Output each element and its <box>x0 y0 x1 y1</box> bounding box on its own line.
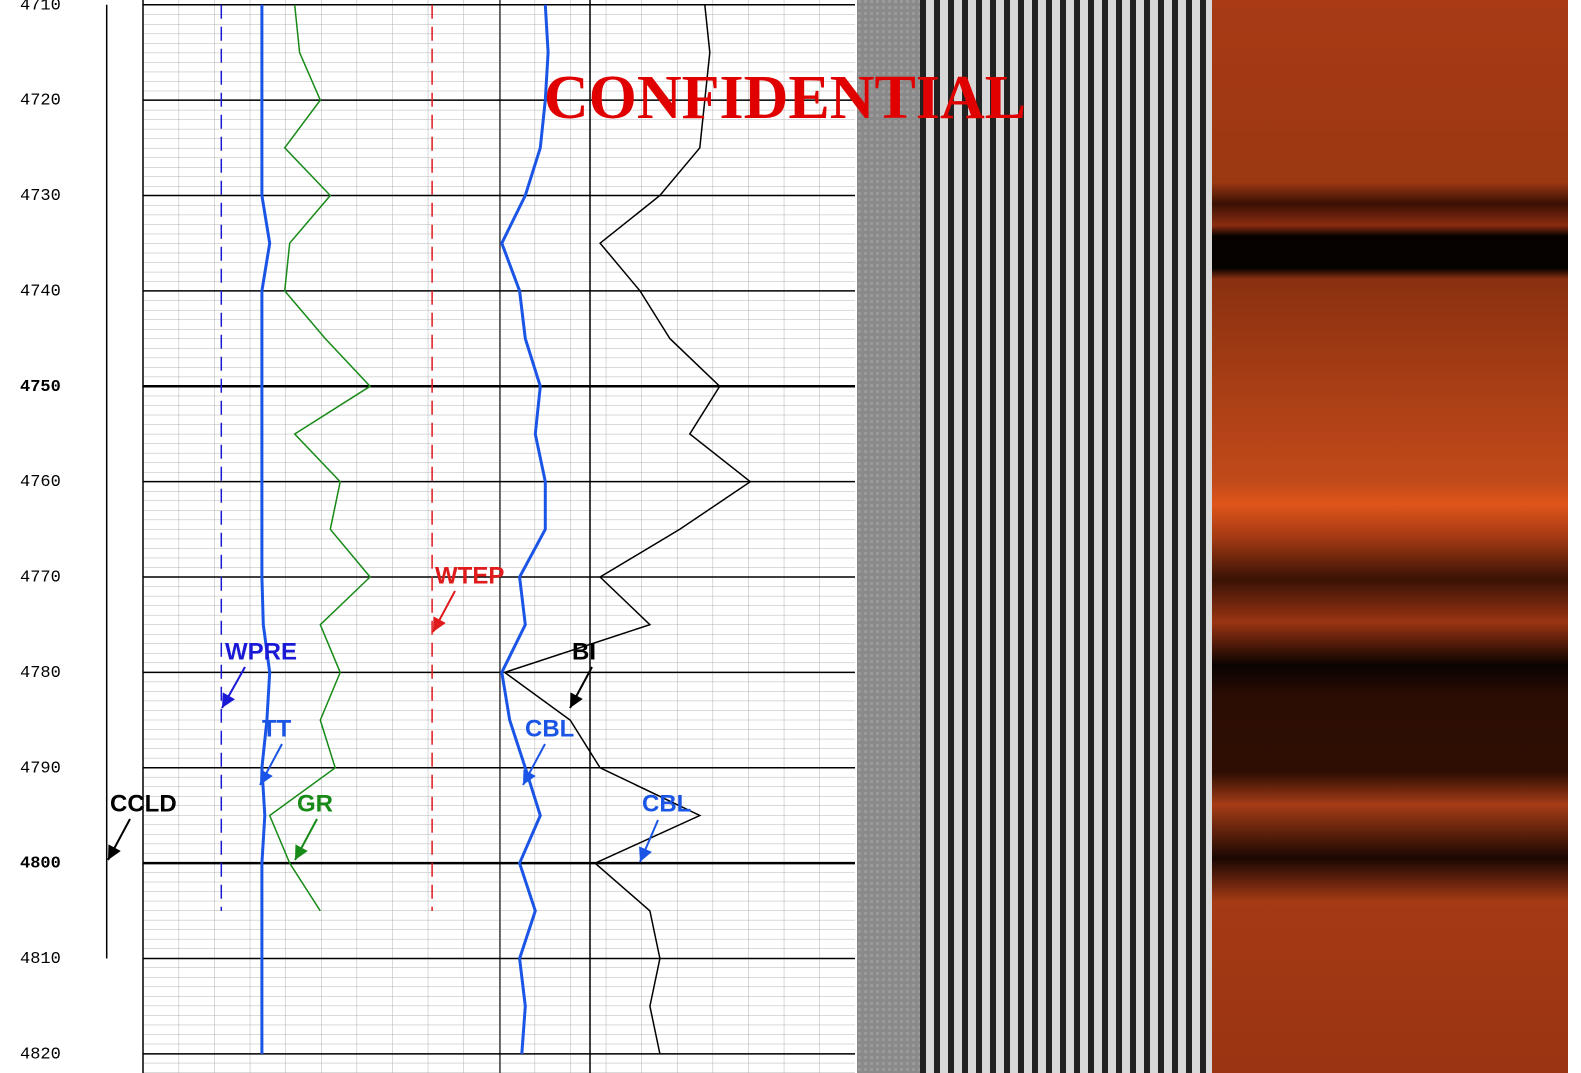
arrow-head <box>108 844 121 860</box>
annotation: CBL <box>642 790 691 817</box>
curve-label: BI <box>572 638 596 665</box>
vdl-image <box>920 0 1212 1073</box>
y-tick-label: 4820 <box>20 1045 61 1064</box>
arrow-head <box>639 846 652 862</box>
curve-label: CCLD <box>110 790 177 817</box>
arrow-head <box>222 692 235 708</box>
watermark: CONFIDENTIAL <box>544 64 1026 132</box>
arrow-head <box>260 769 273 785</box>
minor-grid <box>143 0 855 1073</box>
y-tick-label: 4750 <box>20 378 61 397</box>
vdl-noise <box>857 0 920 1073</box>
curve-label: WTEP <box>435 562 504 589</box>
y-tick-label: 4800 <box>20 855 61 874</box>
y-tick-label: 4740 <box>20 282 61 301</box>
arrow-head <box>295 844 308 860</box>
log-curve <box>500 4 550 1055</box>
curve-label: CBL <box>525 715 574 742</box>
y-tick-label: 4710 <box>20 0 61 15</box>
y-tick-label: 4720 <box>20 92 61 111</box>
arrow-head <box>433 616 446 632</box>
log-curve <box>503 4 752 1055</box>
image-log <box>1212 0 1568 1073</box>
arrow-head <box>523 769 536 785</box>
curve-label: GR <box>297 790 333 817</box>
y-tick-label: 4810 <box>20 950 61 969</box>
curve-label: WPRE <box>225 638 297 665</box>
y-tick-label: 4730 <box>20 187 61 206</box>
y-tick-label: 4760 <box>20 473 61 492</box>
log-curve <box>268 4 372 912</box>
y-tick-label: 4790 <box>20 759 61 778</box>
curve-label: TT <box>262 715 292 742</box>
y-tick-label: 4780 <box>20 664 61 683</box>
y-tick-label: 4770 <box>20 569 61 588</box>
log-curve <box>260 4 272 1054</box>
arrow-head <box>570 692 583 708</box>
